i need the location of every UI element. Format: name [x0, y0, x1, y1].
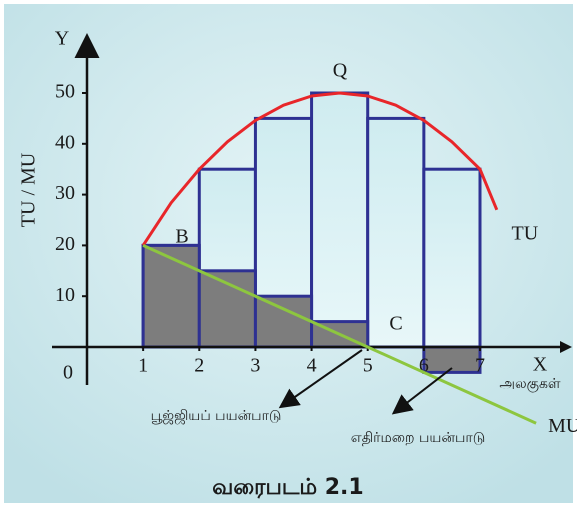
arrow: [278, 349, 363, 409]
mu-bar: [253, 294, 314, 349]
tu-bar: [422, 167, 482, 349]
tu-bar: [310, 91, 370, 349]
chart-title: வரைபடம் 2.1: [212, 475, 363, 500]
x-arrow: [560, 341, 572, 353]
mu-bar: [141, 243, 201, 349]
y-tick-label: 50: [55, 81, 75, 103]
y-label: TU / MU: [18, 152, 40, 227]
x-tick-label: 5: [363, 355, 373, 377]
x-tick-label: 2: [194, 355, 204, 377]
x-axis-name: X: [533, 354, 548, 376]
x-tick-label: 4: [307, 355, 317, 377]
x-tick-label: 6: [419, 355, 429, 377]
x-tick-label: 1: [138, 355, 148, 377]
y-tick-label: 30: [55, 182, 75, 204]
x-unit-label: அலகுகள்: [499, 376, 560, 393]
y-tick-label: 40: [55, 131, 75, 153]
annotation: C: [389, 313, 402, 335]
annotation: Q: [333, 60, 348, 82]
y-tick-label: 20: [55, 233, 75, 255]
y-axis-name: Y: [55, 28, 69, 50]
annotation: பூஜ்ஜியப் பயன்பாடு: [151, 408, 282, 425]
annotation: B: [175, 226, 188, 248]
arrow: [391, 367, 453, 415]
mu-line: [142, 244, 537, 425]
line-label: MU: [548, 415, 577, 437]
x-tick-label: 3: [250, 355, 260, 377]
y-tick-label: 10: [55, 284, 75, 306]
origin-label: 0: [63, 362, 73, 384]
x-tick-label: 7: [475, 355, 485, 377]
annotation: எதிர்மறை பயன்பாடு: [351, 430, 485, 446]
curve-label: TU: [512, 222, 539, 244]
tu-curve: [141, 91, 499, 247]
